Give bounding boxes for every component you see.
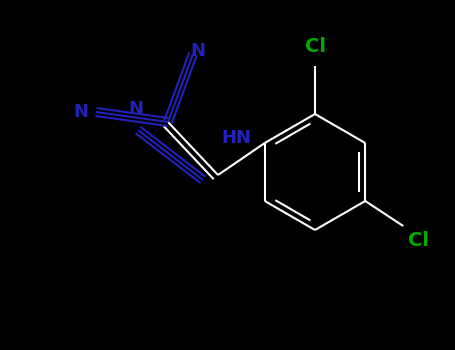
- Text: Cl: Cl: [304, 37, 325, 56]
- Text: N: N: [191, 42, 206, 60]
- Text: N: N: [128, 100, 143, 118]
- Text: Cl: Cl: [408, 231, 429, 250]
- Text: N: N: [73, 103, 88, 121]
- Text: HN: HN: [222, 129, 251, 147]
